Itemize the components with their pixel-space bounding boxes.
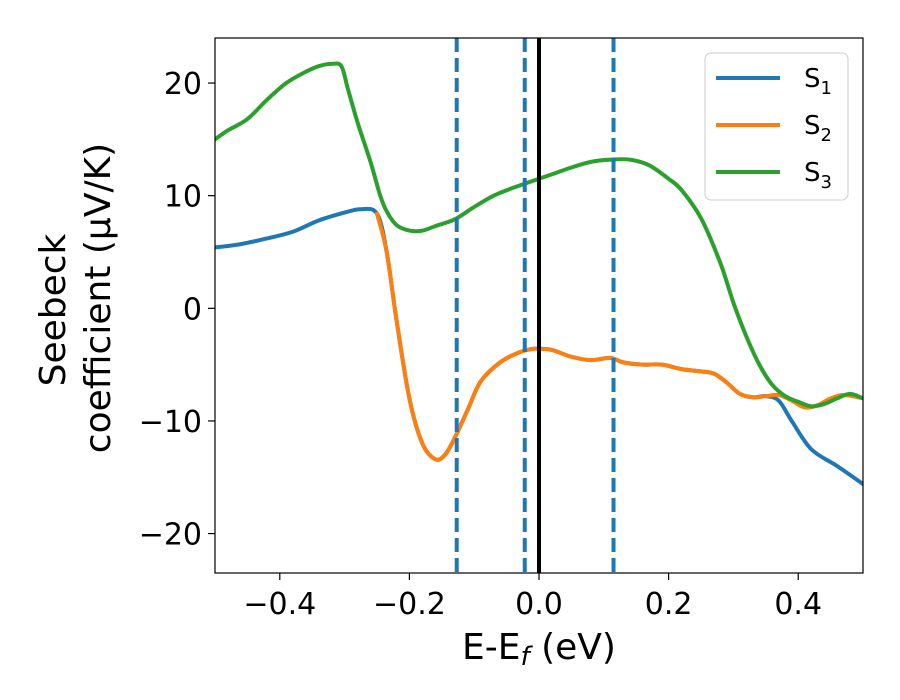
x-tick-label: −0.4 <box>243 587 316 622</box>
axes: −0.4 −0.2 0.0 0.2 0.4 −20 −10 0 10 20 <box>139 37 864 622</box>
legend-label-s3: S3 <box>804 158 832 193</box>
x-tick-label: 0.0 <box>515 587 563 622</box>
legend-label-s1: S1 <box>804 64 832 99</box>
x-axis-title: E-Ef (eV) <box>462 627 616 672</box>
plot-clip-group <box>215 38 863 573</box>
y-tick-label: 10 <box>164 180 202 215</box>
legend: S1 S2 S3 <box>704 52 849 201</box>
x-tick-label: −0.2 <box>373 587 446 622</box>
y-axis-title-line1: Seebeck <box>33 233 74 386</box>
series-line-s2 <box>375 211 863 462</box>
plot-area <box>215 38 863 573</box>
y-axis-title-line2: coefficient (μV/K) <box>78 143 119 453</box>
x-tick-label: 0.2 <box>645 587 693 622</box>
y-tick-label: −20 <box>139 518 202 553</box>
legend-label-s2: S2 <box>804 111 832 146</box>
y-tick-label: −10 <box>139 405 202 440</box>
y-tick-label: 20 <box>164 67 202 102</box>
y-tick-label: 0 <box>183 292 202 327</box>
x-tick-label: 0.4 <box>774 587 822 622</box>
